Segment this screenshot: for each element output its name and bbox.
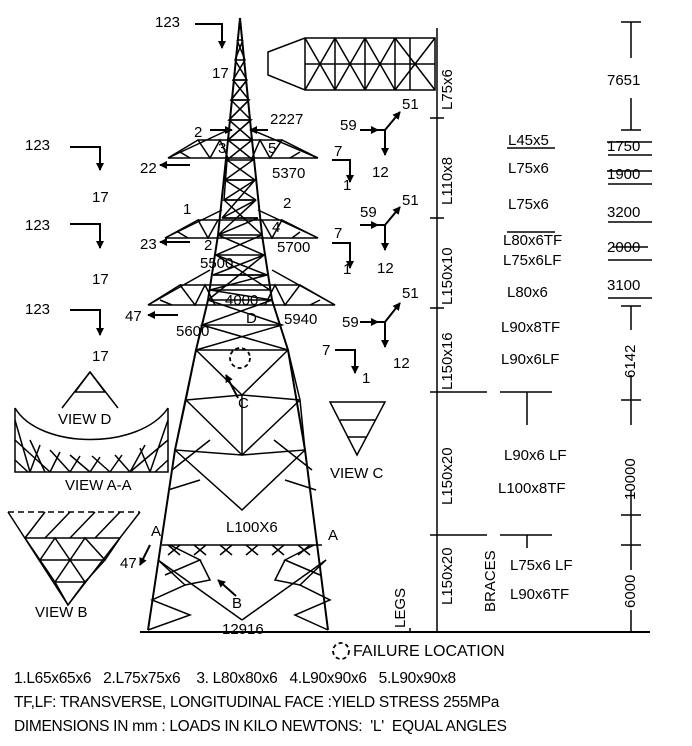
- right1-load-d: 7: [334, 143, 343, 160]
- brace-1: L45x5: [508, 132, 549, 149]
- leg-section-1: L75x6: [439, 69, 456, 110]
- right3-load-a: 59: [342, 314, 359, 331]
- height-9: 6000: [622, 574, 639, 608]
- height-7: 6142: [622, 344, 639, 378]
- heights-scale: [507, 21, 652, 632]
- top-vertical-load: 17: [212, 65, 229, 82]
- legs-scale: [430, 28, 552, 632]
- arm1-vertical-load: 17: [92, 189, 109, 206]
- arm1-longitudinal-load: 22: [140, 160, 157, 177]
- legs-header: LEGS: [392, 587, 409, 628]
- brace-3: L75x6: [508, 196, 549, 213]
- arm1-transverse-load: 123: [25, 137, 51, 154]
- right1-load-c: 12: [372, 164, 389, 181]
- view-d-caption: VIEW D: [58, 411, 112, 428]
- peak-member: [267, 37, 436, 91]
- legend-line-3: DIMENSIONS IN mm : LOADS IN KILO NEWTONS…: [14, 718, 507, 735]
- label-5600: 5600: [176, 323, 210, 340]
- leg-section-3: L150x10: [439, 247, 456, 305]
- label-C: C: [238, 395, 249, 412]
- label-A-left: A: [151, 523, 162, 540]
- failure-circles: [229, 347, 350, 660]
- right3-load-b: 51: [402, 285, 419, 302]
- view-b-caption: VIEW B: [35, 604, 88, 621]
- right1-load-e: 1: [343, 177, 352, 194]
- leg-section-6: L150x20: [439, 547, 456, 605]
- arm2-longitudinal-load: 23: [140, 236, 157, 253]
- label-5700: 5700: [277, 239, 311, 256]
- brace-12: L90x6TF: [510, 586, 570, 603]
- view-d-drawing: [61, 370, 119, 409]
- label-L100X6: L100X6: [226, 519, 278, 536]
- label-2: 2: [194, 124, 203, 141]
- label-3: 3: [218, 140, 227, 157]
- label-1: 1: [183, 201, 192, 218]
- right2-load-d: 7: [334, 225, 343, 242]
- height-3: 1900: [607, 166, 641, 183]
- view-b-drawing: [7, 511, 141, 607]
- height-6: 3100: [607, 277, 641, 294]
- legend-line-2: TF,LF: TRANSVERSE, LONGITUDINAL FACE :YI…: [14, 694, 500, 711]
- height-1: 7651: [607, 72, 641, 89]
- base-width: 12916: [222, 621, 264, 638]
- right2-load-e: 1: [343, 261, 352, 278]
- label-A-right: A: [328, 527, 339, 544]
- right1-load-a: 59: [340, 117, 357, 134]
- label-D: D: [246, 310, 257, 327]
- label-5940: 5940: [284, 311, 318, 328]
- height-4: 3200: [607, 204, 641, 221]
- leg-section-5: L150x20: [439, 447, 456, 505]
- view-c-caption: VIEW C: [330, 465, 384, 482]
- cross-arms: [147, 129, 336, 307]
- right2-load-b: 51: [402, 192, 419, 209]
- right3-load-d: 7: [322, 342, 331, 359]
- height-2: 1750: [607, 138, 641, 155]
- right3-load-c: 12: [393, 355, 410, 372]
- label-2-inner: 2: [204, 237, 213, 254]
- tower-body: [140, 17, 335, 633]
- legend-line-1: 1.L65x65x6 2.L75x75x6 3. L80x80x6 4.L90x…: [14, 670, 456, 687]
- brace-6: L80x6: [507, 284, 548, 301]
- brace-4: L80x6TF: [503, 232, 563, 249]
- view-c-drawing: [328, 401, 387, 457]
- arm2-transverse-load: 123: [25, 217, 51, 234]
- load-arrows: [70, 23, 401, 597]
- base-longitudinal-load: 47: [120, 555, 137, 572]
- bottom-line: [335, 628, 650, 633]
- brace-8: L90x6LF: [501, 351, 560, 368]
- brace-5: L75x6LF: [503, 252, 562, 269]
- top-transverse-load: 123: [155, 14, 181, 31]
- label-2227: 2227: [270, 111, 304, 128]
- leg-section-2: L110x8: [439, 156, 456, 205]
- right2-load-a: 59: [360, 204, 377, 221]
- view-aa-caption: VIEW A-A: [65, 477, 132, 494]
- arm3-transverse-load: 123: [25, 301, 51, 318]
- brace-11: L75x6 LF: [510, 557, 573, 574]
- right3-load-e: 1: [362, 370, 371, 387]
- right2-load-c: 12: [377, 260, 394, 277]
- arm3-vertical-load: 17: [92, 348, 109, 365]
- right1-load-b: 51: [402, 96, 419, 113]
- height-5: 2000: [607, 239, 641, 256]
- arm3-longitudinal-load: 47: [125, 308, 142, 325]
- label-4000: 4000: [225, 292, 259, 309]
- label-B: B: [232, 595, 243, 612]
- label-4: 4: [272, 219, 281, 236]
- label-5370: 5370: [272, 165, 306, 182]
- brace-7: L90x8TF: [501, 319, 561, 336]
- arm2-vertical-load: 17: [92, 271, 109, 288]
- label-5500: 5500: [200, 255, 234, 272]
- leg-section-4: L150x16: [439, 332, 456, 390]
- brace-10: L100x8TF: [498, 480, 566, 497]
- braces-header: BRACES: [482, 550, 499, 612]
- view-aa-drawing: [14, 407, 169, 473]
- failure-location-label: FAILURE LOCATION: [353, 643, 505, 660]
- brace-2: L75x6: [508, 160, 549, 177]
- label-5: 5: [268, 140, 277, 157]
- height-8: 10000: [622, 458, 639, 500]
- label-2-right: 2: [283, 195, 292, 212]
- brace-9: L90x6 LF: [504, 447, 567, 464]
